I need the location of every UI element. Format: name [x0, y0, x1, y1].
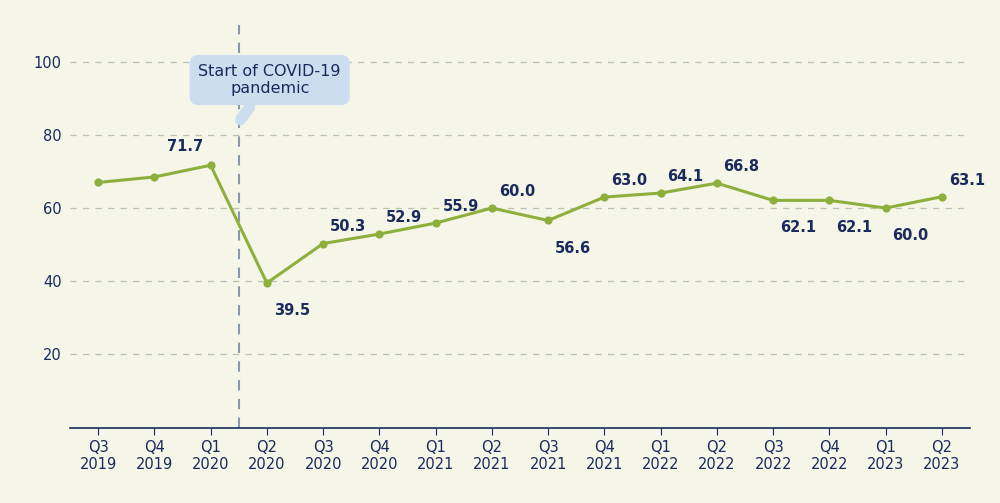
Text: 62.1: 62.1: [780, 220, 816, 235]
Point: [428, 219, 444, 227]
Point: [540, 216, 556, 224]
Text: 66.8: 66.8: [724, 159, 760, 174]
Point: [765, 196, 781, 204]
Text: 52.9: 52.9: [386, 210, 422, 225]
Text: 50.3: 50.3: [330, 219, 366, 234]
Point: [653, 189, 669, 197]
Point: [203, 161, 219, 170]
Text: 63.0: 63.0: [611, 173, 647, 188]
Point: [259, 279, 275, 287]
Text: 39.5: 39.5: [274, 303, 310, 318]
Point: [315, 239, 331, 247]
Text: 60.0: 60.0: [499, 184, 535, 199]
Point: [878, 204, 894, 212]
Point: [371, 230, 387, 238]
Text: Start of COVID-19
pandemic: Start of COVID-19 pandemic: [198, 64, 341, 120]
Text: 60.0: 60.0: [892, 228, 929, 243]
Text: 56.6: 56.6: [555, 240, 591, 256]
Text: 55.9: 55.9: [442, 199, 479, 214]
Text: 63.1: 63.1: [949, 173, 985, 188]
Point: [596, 193, 612, 201]
Text: 71.7: 71.7: [167, 139, 203, 154]
Point: [90, 179, 106, 187]
Point: [484, 204, 500, 212]
Point: [821, 196, 837, 204]
Text: 64.1: 64.1: [667, 169, 704, 184]
Point: [934, 193, 950, 201]
Point: [709, 179, 725, 187]
Text: 62.1: 62.1: [836, 220, 872, 235]
Point: [146, 173, 162, 181]
